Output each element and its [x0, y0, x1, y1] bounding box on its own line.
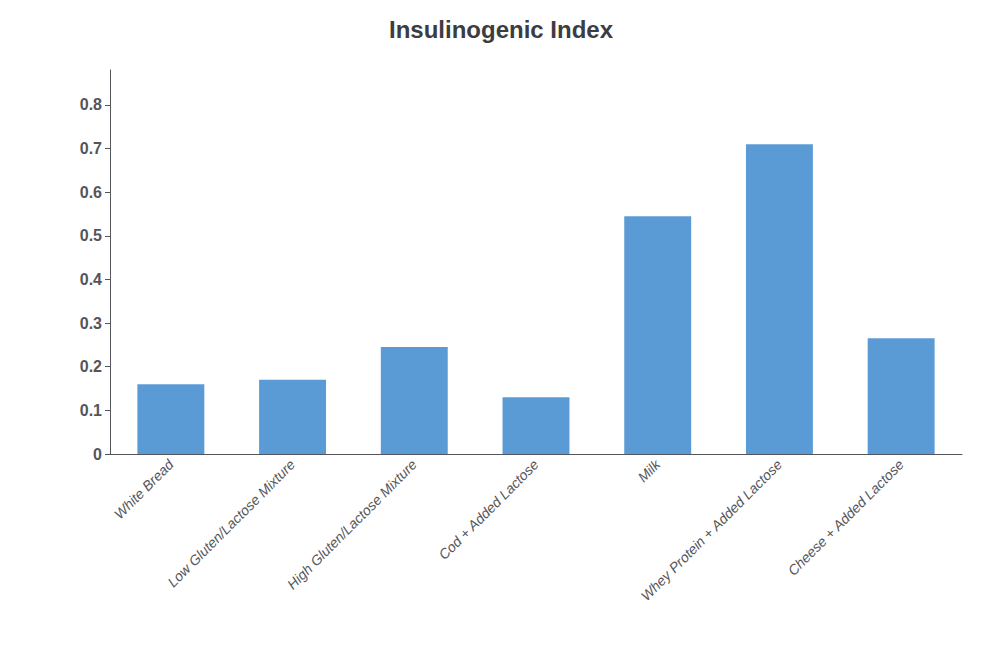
svg-text:White Bread: White Bread [111, 455, 178, 522]
svg-text:0.7: 0.7 [80, 140, 102, 157]
svg-text:0.8: 0.8 [80, 96, 102, 113]
svg-text:0.5: 0.5 [80, 227, 102, 244]
svg-text:0.3: 0.3 [80, 315, 102, 332]
svg-text:0.6: 0.6 [80, 184, 102, 201]
svg-text:Cod + Added Lactose: Cod + Added Lactose [435, 456, 541, 562]
svg-text:Cheese + Added Lactose: Cheese + Added Lactose [785, 456, 907, 578]
svg-text:High Gluten/Lactose Mixture: High Gluten/Lactose Mixture [284, 456, 420, 592]
svg-text:0.1: 0.1 [80, 402, 102, 419]
svg-text:0: 0 [93, 446, 102, 463]
svg-text:Low Gluten/Lactose Mixture: Low Gluten/Lactose Mixture [164, 456, 298, 590]
svg-text:Milk: Milk [634, 456, 664, 486]
svg-text:Insulinogenic Index: Insulinogenic Index [389, 16, 614, 43]
svg-text:0.4: 0.4 [80, 271, 102, 288]
svg-text:0.2: 0.2 [80, 358, 102, 375]
svg-text:Whey Protein + Added Lactose: Whey Protein + Added Lactose [638, 456, 786, 604]
